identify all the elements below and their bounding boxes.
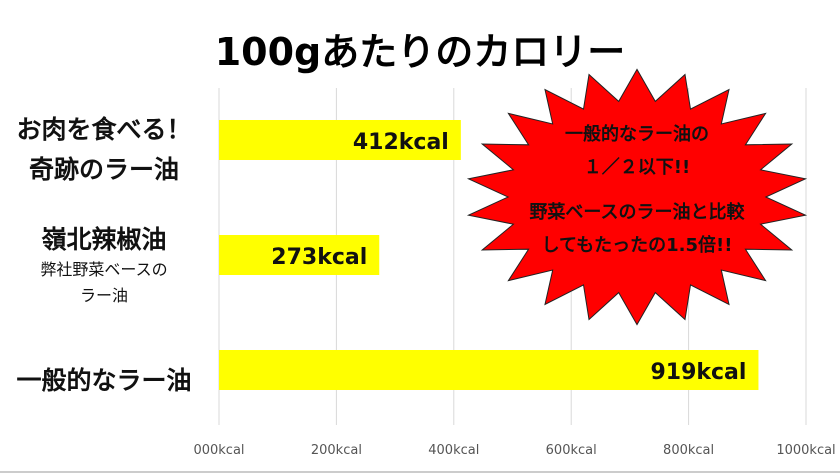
category-label-0-line-1: 奇跡のラー油 bbox=[29, 155, 179, 184]
x-tick-label-5: 1000kcal bbox=[776, 443, 835, 458]
x-tick-label-4: 800kcal bbox=[663, 443, 714, 458]
x-tick-label-3: 600kcal bbox=[546, 443, 597, 458]
category-label-0-line-0: お肉を食べる！ bbox=[16, 115, 191, 144]
x-tick-label-2: 400kcal bbox=[428, 443, 479, 458]
x-tick-labels: 000kcal 200kcal 400kcal 600kcal 800kcal 1000k… bbox=[193, 443, 835, 458]
bars-group: 412kcal 273kcal 919kcal bbox=[219, 120, 759, 390]
bar-2 bbox=[219, 350, 759, 390]
x-tick-label-1: 200kcal bbox=[311, 443, 362, 458]
category-label-1-line-0: 嶺北辣椒油 bbox=[41, 225, 166, 254]
callout-line-0: 一般的なラー油の bbox=[565, 123, 709, 145]
callout-line-1: １／２以下!! bbox=[584, 157, 690, 178]
category-label-1-sub-0: 弊社野菜ベースの bbox=[40, 260, 167, 279]
bar-data-label-0: 412kcal bbox=[353, 130, 449, 155]
callout-line-3: してもたったの1.5倍!! bbox=[542, 234, 733, 256]
bar-data-label-2: 919kcal bbox=[650, 360, 746, 385]
x-tick-label-0: 000kcal bbox=[193, 443, 244, 458]
bar-data-label-1: 273kcal bbox=[271, 245, 367, 270]
bar-1 bbox=[219, 235, 380, 275]
category-label-1-sub-1: ラー油 bbox=[80, 286, 128, 305]
chart-title: 100gあたりのカロリー bbox=[215, 30, 626, 74]
bar-0 bbox=[219, 120, 461, 160]
callout-line-2: 野菜ベースのラー油と比較 bbox=[529, 201, 745, 223]
starburst-shape bbox=[466, 68, 808, 326]
category-label-2-line-0: 一般的なラー油 bbox=[16, 366, 191, 395]
